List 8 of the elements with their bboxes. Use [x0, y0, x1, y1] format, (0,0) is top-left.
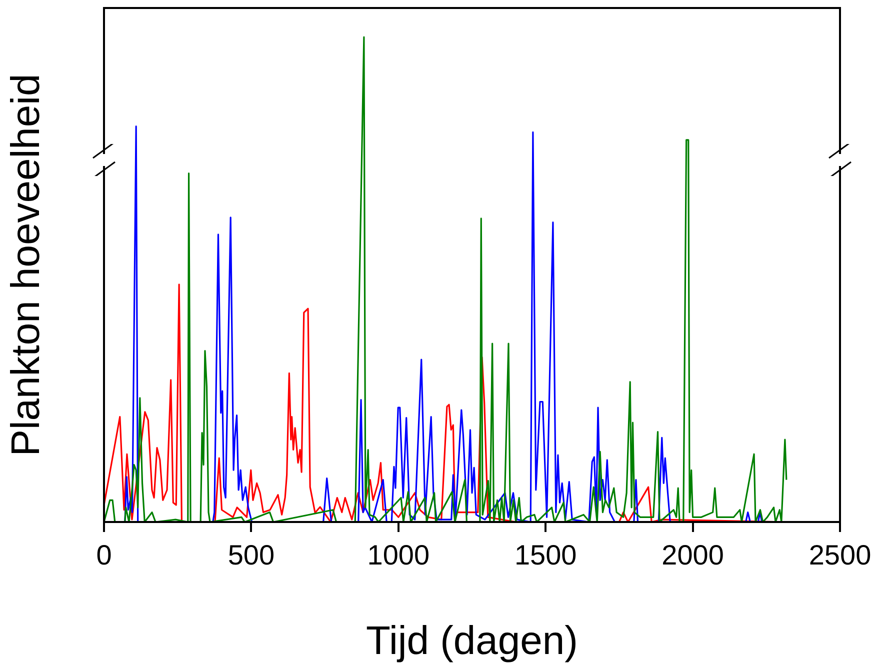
x-tick-label: 1500 — [514, 540, 577, 571]
x-tick-label: 500 — [228, 540, 275, 571]
x-tick-label: 1000 — [367, 540, 430, 571]
x-tick-label: 0 — [96, 540, 112, 571]
x-tick-label: 2500 — [808, 540, 872, 571]
x-tick-label: 2000 — [662, 540, 724, 571]
y-axis-title: Plankton hoeveelheid — [4, 74, 48, 456]
x-axis-title: Tijd (dagen) — [366, 619, 578, 664]
